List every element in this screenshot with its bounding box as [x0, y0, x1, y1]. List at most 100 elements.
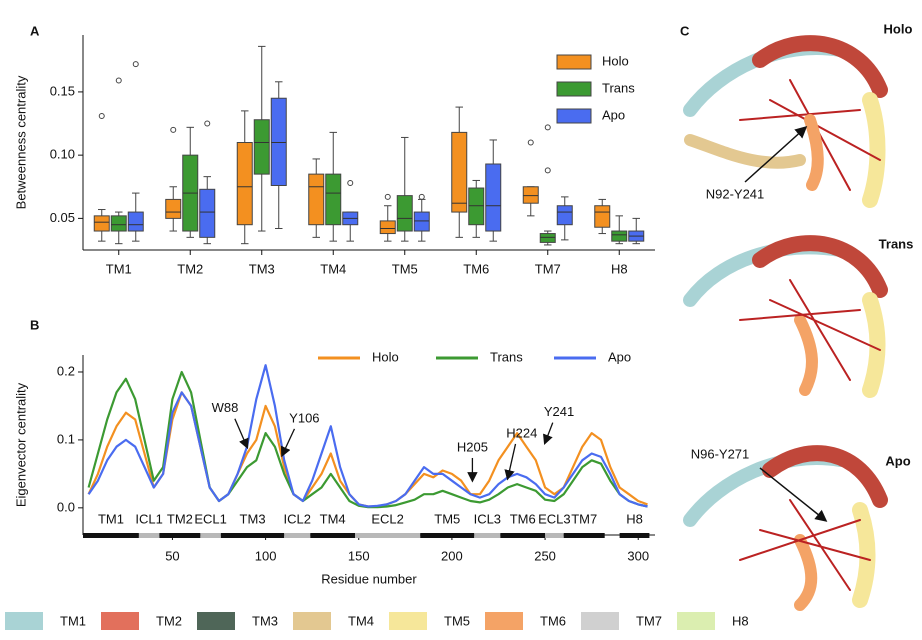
legend-label: Apo [602, 107, 625, 122]
protein-ribbon [800, 320, 812, 390]
protein-ribbon [760, 243, 880, 290]
y-tick-label: 0.05 [50, 210, 75, 225]
legend-swatch [293, 612, 331, 630]
region-bar [221, 533, 284, 538]
legend-swatch [677, 612, 715, 630]
structure-state: Apo [885, 453, 910, 468]
outlier [385, 194, 390, 199]
annotation: H224 [506, 425, 537, 440]
outlier [99, 113, 104, 118]
panel-label: B [30, 317, 39, 332]
outlier [133, 62, 138, 67]
box [271, 98, 286, 185]
legend-swatch [197, 612, 235, 630]
region-label: TM4 [320, 511, 346, 526]
annotation-arrow [282, 429, 294, 455]
box [200, 189, 215, 237]
legend-swatch [5, 612, 43, 630]
box [380, 221, 395, 234]
region-label: TM3 [240, 511, 266, 526]
region-label: TM1 [98, 511, 124, 526]
x-tick-label: 300 [627, 548, 649, 563]
region-label: ICL1 [135, 511, 162, 526]
protein-holo [690, 43, 880, 200]
protein-ribbon [870, 100, 878, 200]
contact-label: N96-Y271 [691, 446, 750, 461]
box [166, 199, 181, 218]
region-label: ICL3 [474, 511, 501, 526]
legend-label: TM6 [540, 613, 566, 628]
outlier [348, 180, 353, 185]
region-bar [284, 533, 310, 538]
box [540, 234, 555, 243]
region-bar [620, 533, 650, 538]
outlier [545, 125, 550, 130]
page: Centrality figure {"panel_labels": ["A",… [0, 0, 922, 640]
region-bar [83, 533, 139, 538]
legend-label: TM3 [252, 613, 278, 628]
legend-swatch [485, 612, 523, 630]
region-label: ECL1 [194, 511, 227, 526]
region-bar [500, 533, 545, 538]
protein-trans [690, 243, 880, 390]
panel-label: A [30, 23, 40, 38]
outlier [419, 194, 424, 199]
region-bar [159, 533, 200, 538]
legend-swatch [557, 82, 591, 96]
box [326, 174, 341, 225]
legend-label: TM7 [636, 613, 662, 628]
x-tick-label: TM4 [320, 261, 346, 276]
x-tick-label: 250 [534, 548, 556, 563]
region-bar [564, 533, 605, 538]
annotation-arrow [508, 444, 516, 478]
y-tick-label: 0.15 [50, 83, 75, 98]
legend-label: TM4 [348, 613, 374, 628]
region-bar [200, 533, 220, 538]
figure: A B C Betweenness centrality0.050.100.15… [0, 0, 922, 640]
box [94, 216, 109, 231]
region-bar [310, 533, 355, 538]
y-tick-label: 0.2 [57, 363, 75, 378]
x-tick-label: 150 [348, 548, 370, 563]
region-bar [139, 533, 159, 538]
region-label: TM2 [167, 511, 193, 526]
box [595, 206, 610, 228]
panel-label: C [680, 23, 690, 38]
outlier [116, 78, 121, 83]
region-bar [420, 533, 474, 538]
legend-swatch [557, 109, 591, 123]
region-label: TM5 [434, 511, 460, 526]
protein-ribbon [760, 43, 880, 90]
legend-label: Trans [490, 349, 523, 364]
box [523, 187, 538, 203]
legend-label: TM5 [444, 613, 470, 628]
region-bar [355, 533, 420, 538]
legend-label: Trans [602, 80, 635, 95]
region-bar [545, 533, 564, 538]
legend-swatch [557, 55, 591, 69]
box [128, 212, 143, 231]
structure-state: Trans [879, 236, 914, 251]
region-label: TM7 [571, 511, 597, 526]
region-label: ICL2 [284, 511, 311, 526]
protein-ribbon [860, 510, 868, 600]
box [237, 143, 252, 225]
protein-ribbon [800, 540, 811, 605]
y-axis-label: Betweenness centrality [13, 75, 28, 209]
y-tick-label: 0.1 [57, 431, 75, 446]
annotation-arrow [545, 423, 553, 443]
x-axis-label: Residue number [321, 571, 417, 586]
protein-apo [690, 453, 880, 605]
legend-label: Holo [602, 53, 629, 68]
box [111, 216, 126, 231]
outlier [545, 168, 550, 173]
legend-swatch [389, 612, 427, 630]
annotation: W88 [212, 400, 239, 415]
structure-state: Holo [884, 21, 913, 36]
x-tick-label: 50 [165, 548, 179, 563]
x-tick-label: TM6 [463, 261, 489, 276]
legend-label: H8 [732, 613, 749, 628]
outlier [528, 140, 533, 145]
box [469, 188, 484, 225]
box [452, 132, 467, 212]
